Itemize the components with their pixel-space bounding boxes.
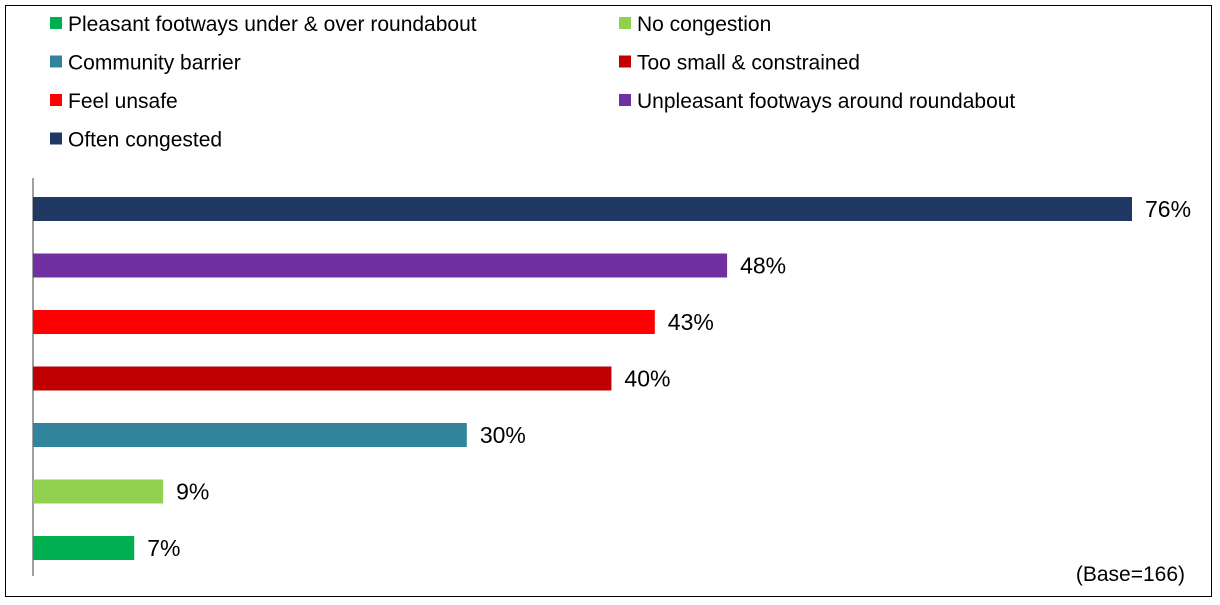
base-annotation: (Base=166) [1076,563,1185,586]
legend-item: No congestion [619,13,771,36]
bar [33,423,467,447]
legend-label: Feel unsafe [68,90,178,113]
data-label: 76% [1145,196,1191,222]
data-label: 40% [624,366,670,392]
legend-swatch [50,132,62,145]
legend-item: Often congested [50,129,222,152]
legend-swatch [619,94,631,106]
bar [33,197,1132,221]
legend-swatch [50,55,62,68]
legend-swatch [50,94,62,106]
legend-item: Pleasant footways under & over roundabou… [50,13,477,36]
data-label: 9% [176,479,209,505]
bar [33,253,728,278]
legend-item: Too small & constrained [619,52,860,75]
legend-item: Community barrier [50,52,241,75]
legend-item: Feel unsafe [50,90,178,113]
legend-label: Often congested [68,129,222,152]
legend-swatch [50,17,62,29]
chart-frame [5,5,1212,597]
legend-swatch [619,55,631,68]
legend-label: Pleasant footways under & over roundabou… [68,13,477,36]
legend-label: Too small & constrained [637,52,860,75]
legend: Pleasant footways under & over roundabou… [50,13,1015,152]
data-label: 48% [740,253,786,279]
bar [33,366,612,391]
bar [33,479,164,504]
data-label: 43% [668,309,714,335]
legend-label: No congestion [637,13,771,36]
legend-item: Unpleasant footways around roundabout [619,90,1015,113]
data-label: 30% [480,422,526,448]
legend-swatch [619,17,631,29]
bar [33,536,135,560]
legend-label: Community barrier [68,52,241,75]
data-label: 7% [147,535,180,561]
bar [33,310,655,334]
bars: 76% 48% 43% 40% 30% 9% 7% [33,196,1191,561]
legend-label: Unpleasant footways around roundabout [637,90,1015,113]
